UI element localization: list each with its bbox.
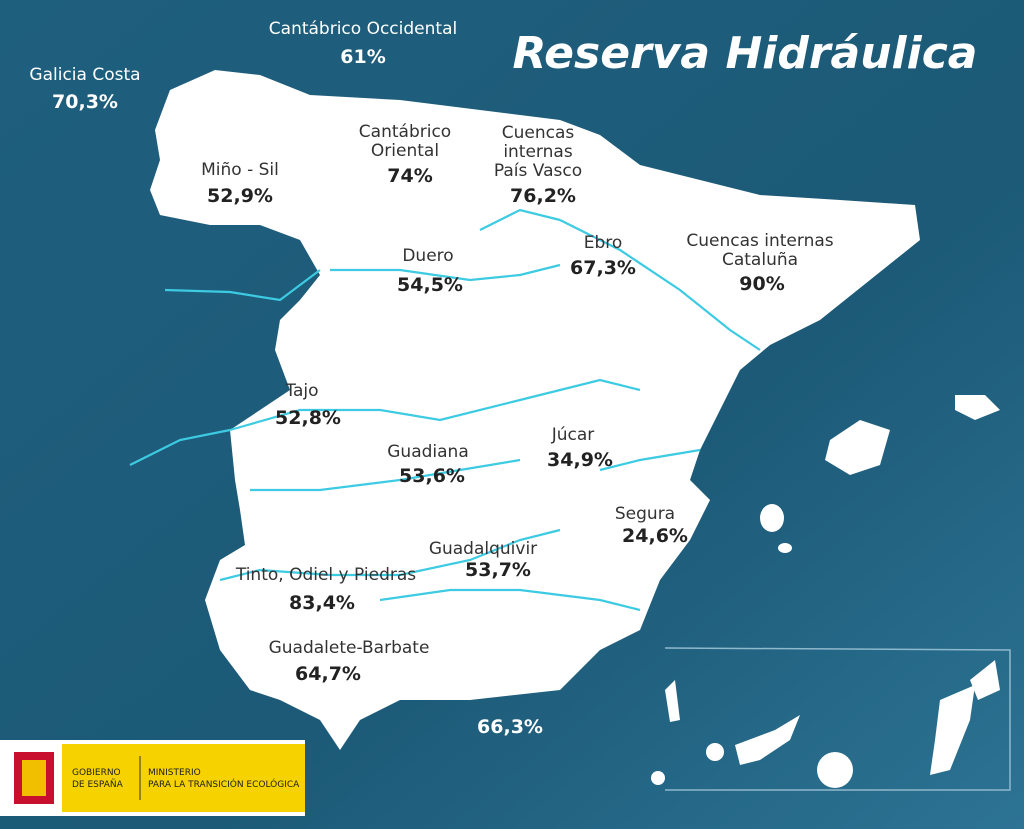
- logo-gov-1: GOBIERNO: [72, 768, 121, 778]
- region-name: Andaluza: [462, 672, 540, 692]
- region-name: Cuencas: [502, 123, 575, 143]
- region-name: Cataluña: [722, 250, 798, 270]
- region-name: Galicia Costa: [29, 65, 140, 85]
- region-value: 83,4%: [289, 592, 355, 614]
- spain-mainland: [150, 70, 920, 750]
- region-name: Ebro: [584, 233, 623, 253]
- logo-band: [62, 744, 305, 812]
- region-value: 52,9%: [207, 185, 273, 207]
- region-value: 53,6%: [399, 465, 465, 487]
- region-name: Guadalquivir: [429, 539, 537, 559]
- region-value: 90%: [739, 273, 784, 295]
- rivers: [129, 208, 761, 612]
- region-name: Segura: [615, 504, 675, 524]
- labels: Galicia Costa 70,3% Cantábrico Occidental 6…: [29, 19, 833, 738]
- coat-of-arms-inner: [22, 760, 46, 796]
- canary-islands: [651, 647, 1011, 791]
- region-value: 61%: [340, 46, 385, 68]
- region-value: 70,3%: [52, 91, 118, 113]
- region-value: 66,3%: [477, 716, 543, 738]
- region-name: Oriental: [371, 141, 439, 161]
- region-name: Miño - Sil: [201, 160, 279, 180]
- region-name: Júcar: [551, 425, 595, 445]
- region-name: Guadalete-Barbate: [269, 638, 430, 658]
- region-name: Cantábrico: [359, 122, 451, 142]
- region-name: País Vasco: [494, 161, 582, 181]
- balearic-islands: [760, 395, 1000, 553]
- logo-min-2: PARA LA TRANSICIÓN ECOLÓGICA: [148, 778, 300, 790]
- logo: GOBIERNO DE ESPAÑA MINISTERIO PARA LA TR…: [14, 744, 305, 812]
- region-name: Tajo: [284, 381, 318, 401]
- region-value: 67,3%: [570, 257, 636, 279]
- region-value: 64,7%: [295, 663, 361, 685]
- region-name: Mediterránea: [444, 653, 558, 673]
- region-value: 34,9%: [547, 449, 613, 471]
- region-value: 54,5%: [397, 274, 463, 296]
- region-name: internas: [503, 142, 573, 162]
- region-name: Guadiana: [387, 442, 469, 462]
- region-value: 52,8%: [275, 407, 341, 429]
- region-value: 53,7%: [465, 559, 531, 581]
- region-name: Cantábrico Occidental: [269, 19, 457, 39]
- title: Reserva Hidráulica: [512, 28, 977, 79]
- logo-min-1: MINISTERIO: [148, 768, 201, 778]
- region-value: 24,6%: [622, 525, 688, 547]
- region-value: 74%: [387, 165, 432, 187]
- region-name: Duero: [402, 246, 453, 266]
- logo-gov-2: DE ESPAÑA: [72, 779, 124, 790]
- region-name: Cuenca: [469, 634, 533, 654]
- region-value: 76,2%: [510, 185, 576, 207]
- region-name: Tinto, Odiel y Piedras: [235, 565, 416, 585]
- region-name: Cuencas internas: [686, 231, 833, 251]
